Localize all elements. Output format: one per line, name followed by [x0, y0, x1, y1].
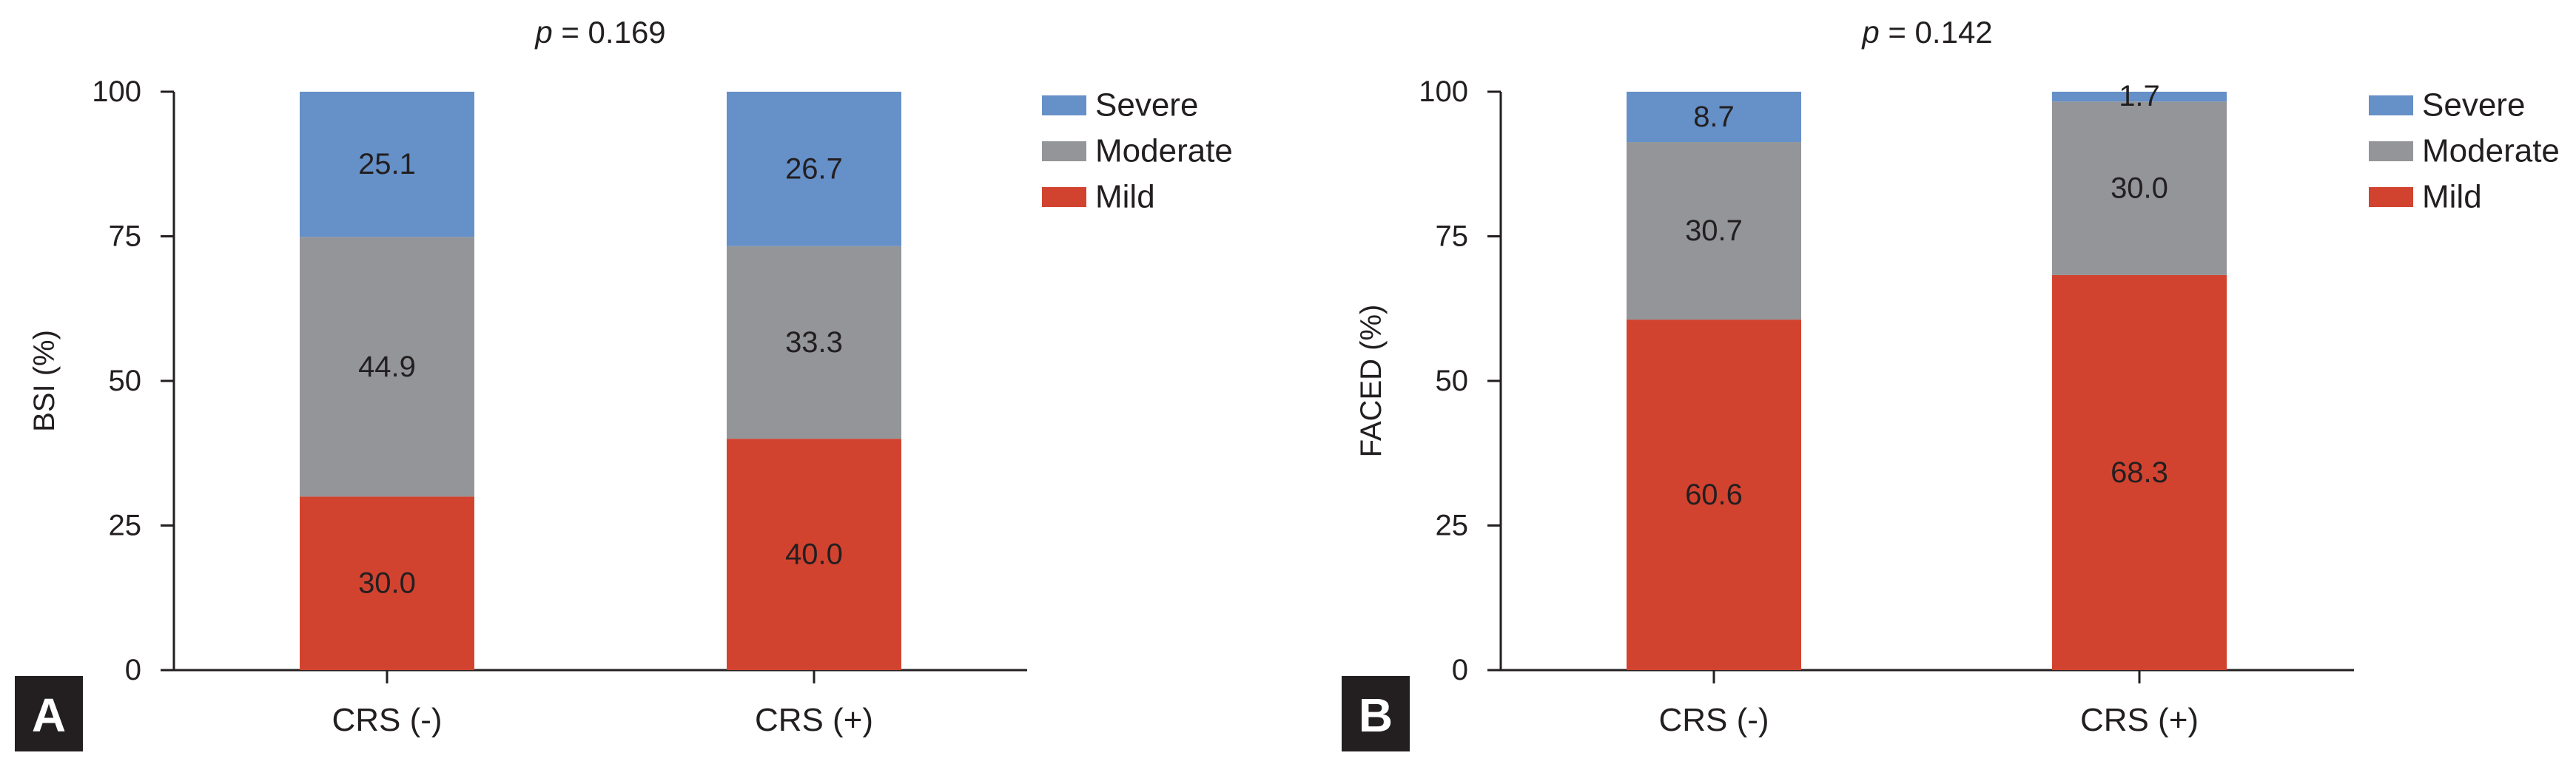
p-value-text: = 0.142 — [1880, 15, 1993, 50]
p-value-title: p = 0.169 — [534, 15, 665, 50]
legend-label-severe: Severe — [2422, 87, 2525, 124]
bar-mild — [2052, 274, 2227, 670]
data-label-severe: 26.7 — [785, 152, 843, 185]
y-tick-label: 75 — [109, 220, 142, 253]
bar-moderate — [1627, 142, 1801, 320]
panel-badge — [15, 676, 83, 751]
bar-severe — [300, 92, 474, 237]
x-tick-label: CRS (-) — [332, 702, 442, 738]
legend-swatch-moderate — [1042, 141, 1086, 161]
data-label-mild: 60.6 — [1685, 479, 1743, 511]
legend-label-moderate: Moderate — [2422, 133, 2560, 169]
y-tick-label: 100 — [92, 75, 141, 108]
chart-panel-a: p = 0.169 BSI (%) 0 25 50 75 100 30.0 44.9 25.1 CR… — [15, 15, 1233, 751]
legend-swatch-mild — [2369, 187, 2413, 207]
p-value-title: p = 0.142 — [1860, 15, 1992, 50]
data-label-mild: 30.0 — [358, 567, 416, 600]
legend-swatch-moderate — [2369, 141, 2413, 161]
panel-badge-label: B — [1359, 689, 1393, 742]
bar-mild — [1627, 320, 1801, 670]
bar-mild — [300, 496, 474, 670]
legend-swatch-mild — [1042, 187, 1086, 207]
y-tick-label: 75 — [1436, 220, 1469, 253]
bar-moderate — [300, 237, 474, 497]
data-label-moderate: 30.0 — [2111, 172, 2168, 205]
x-tick-label: CRS (+) — [755, 702, 873, 738]
x-tick-label: CRS (+) — [2080, 702, 2199, 738]
data-label-severe: 25.1 — [358, 148, 416, 180]
y-tick-label: 0 — [1452, 654, 1468, 686]
legend-swatch-severe — [2369, 95, 2413, 115]
legend-label-mild: Mild — [1095, 179, 1155, 215]
bar-severe — [727, 92, 901, 246]
y-tick-label: 0 — [125, 654, 141, 686]
data-label-moderate: 44.9 — [358, 351, 416, 383]
y-axis-title: BSI (%) — [28, 330, 61, 432]
data-label-severe: 8.7 — [1693, 101, 1735, 133]
data-label-severe: 1.7 — [2119, 80, 2160, 112]
y-tick-label: 50 — [1436, 365, 1469, 397]
p-value-italic: p — [1860, 15, 1879, 50]
bar-moderate — [2052, 101, 2227, 275]
panel-badge-label: A — [32, 689, 66, 742]
bar-mild — [727, 439, 901, 670]
y-tick-label: 50 — [109, 365, 142, 397]
p-value-text: = 0.169 — [553, 15, 666, 50]
chart-panel-b: p = 0.142 FACED (%) 0 25 50 75 100 60.6 30.7 8.7 C… — [1342, 15, 2560, 751]
legend-swatch-severe — [1042, 95, 1086, 115]
data-label-moderate: 33.3 — [785, 326, 843, 359]
legend-label-severe: Severe — [1095, 87, 1198, 124]
y-tick-label: 100 — [1419, 75, 1468, 108]
y-tick-label: 25 — [1436, 510, 1469, 542]
data-label-mild: 40.0 — [785, 538, 843, 571]
p-value-italic: p — [534, 15, 552, 50]
legend-label-moderate: Moderate — [1095, 133, 1233, 169]
y-axis-title: FACED (%) — [1355, 305, 1388, 458]
data-label-mild: 68.3 — [2111, 456, 2168, 489]
y-tick-label: 25 — [109, 510, 142, 542]
data-label-moderate: 30.7 — [1685, 214, 1743, 247]
bar-severe — [1627, 92, 1801, 143]
legend-label-mild: Mild — [2422, 179, 2482, 215]
x-tick-label: CRS (-) — [1658, 702, 1769, 738]
panel-badge — [1342, 676, 1410, 751]
bar-severe — [2052, 92, 2227, 102]
bar-moderate — [727, 246, 901, 439]
